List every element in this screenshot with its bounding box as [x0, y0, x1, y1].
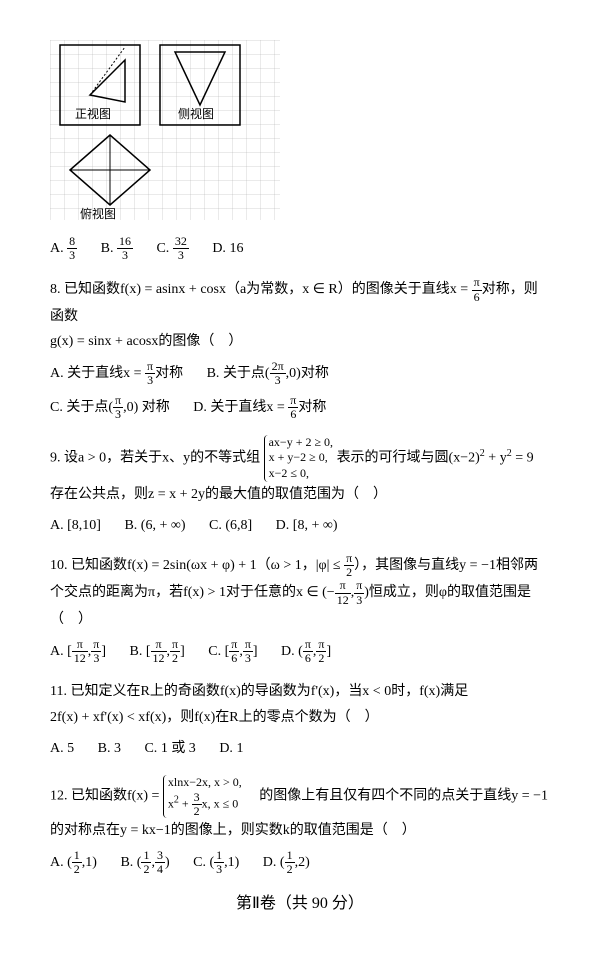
q10-option-D: D. (π6,π2] [281, 638, 331, 665]
q10: 10. 已知函数f(x) = 2sin(ωx + φ) + 1（ω > 1，|φ… [50, 552, 550, 665]
q10-option-B: B. [π12,π2] [130, 638, 185, 665]
q7-option-A: A. 83 [50, 235, 77, 262]
q12-option-C: C. (13,1) [193, 849, 239, 876]
q9-stem-line2: 存在公共点，则z = x + 2y的最大值的取值范围为（ ） [50, 482, 550, 507]
q7-option-D: D. 16 [212, 236, 243, 261]
q9-option-D: D. [8, + ∞) [276, 513, 338, 538]
q9-option-A: A. [8,10] [50, 513, 101, 538]
q8-stem-line1: 8. 已知函数f(x) = asinx + cosx（a为常数，x ∈ R）的图… [50, 276, 550, 329]
q8-option-B: B. 关于点(2π3,0)对称 [207, 360, 329, 387]
q9-option-C: C. (6,8] [209, 513, 252, 538]
q7-options: A. 83 B. 163 C. 323 D. 16 [50, 235, 550, 262]
q11-stem-line1: 11. 已知定义在R上的奇函数f(x)的导函数为f'(x)，当x < 0时，f(… [50, 679, 550, 704]
q9-stem-line1: 9. 设a > 0，若关于x、y的不等式组 ax−y + 2 ≥ 0, x + … [50, 435, 550, 482]
q11-stem-line2: 2f(x) + xf'(x) < xf(x)，则f(x)在R上的零点个数为（ ） [50, 705, 550, 730]
q11-option-B: B. 3 [98, 736, 121, 761]
top-view-label: 俯视图 [80, 206, 116, 220]
diagram-svg: 正视图 侧视图 俯视图 [50, 40, 280, 220]
q10-option-A: A. [π12,π3] [50, 638, 106, 665]
three-view-diagram: 正视图 侧视图 俯视图 [50, 40, 550, 220]
q10-option-C: C. [π6,π3] [208, 638, 257, 665]
q12-option-D: D. (12,2) [263, 849, 310, 876]
q12-option-A: A. (12,1) [50, 849, 97, 876]
q9: 9. 设a > 0，若关于x、y的不等式组 ax−y + 2 ≥ 0, x + … [50, 435, 550, 538]
q10-stem-line2: 个交点的距离为π，若f(x) > 1对于任意的x ∈ (−π12,π3)恒成立，… [50, 579, 550, 632]
q8-option-C: C. 关于点(π3,0) 对称 [50, 394, 170, 421]
q12: 12. 已知函数f(x) = xlnx−2x, x > 0, x2 + 32x,… [50, 775, 550, 877]
q12-stem-line1: 12. 已知函数f(x) = xlnx−2x, x > 0, x2 + 32x,… [50, 775, 550, 818]
q11-option-C: C. 1 或 3 [144, 736, 195, 761]
q7-option-C: C. 323 [156, 235, 188, 262]
q9-option-B: B. (6, + ∞) [124, 513, 185, 538]
q9-inequality-system: ax−y + 2 ≥ 0, x + y−2 ≥ 0, x−2 ≤ 0, [264, 435, 333, 482]
q12-option-B: B. (12,34) [120, 849, 169, 876]
q8-stem-line2: g(x) = sinx + acosx的图像（ ） [50, 329, 550, 354]
q12-stem-line2: 的对称点在y = kx−1的图像上，则实数k的取值范围是（ ） [50, 818, 550, 843]
side-view-label: 侧视图 [178, 106, 214, 121]
q7-option-B: B. 163 [101, 235, 133, 262]
q11: 11. 已知定义在R上的奇函数f(x)的导函数为f'(x)，当x < 0时，f(… [50, 679, 550, 761]
q11-option-A: A. 5 [50, 736, 74, 761]
q8-option-D: D. 关于直线x = π6对称 [193, 394, 326, 421]
front-view-label: 正视图 [75, 106, 111, 121]
q8-option-A: A. 关于直线x = π3对称 [50, 360, 183, 387]
q11-option-D: D. 1 [219, 736, 243, 761]
section-2-title: 第Ⅱ卷（共 90 分） [50, 890, 550, 919]
q10-stem-line1: 10. 已知函数f(x) = 2sin(ωx + φ) + 1（ω > 1，|φ… [50, 552, 550, 579]
q12-piecewise: xlnx−2x, x > 0, x2 + 32x, x ≤ 0 [163, 775, 242, 818]
q8: 8. 已知函数f(x) = asinx + cosx（a为常数，x ∈ R）的图… [50, 276, 550, 421]
